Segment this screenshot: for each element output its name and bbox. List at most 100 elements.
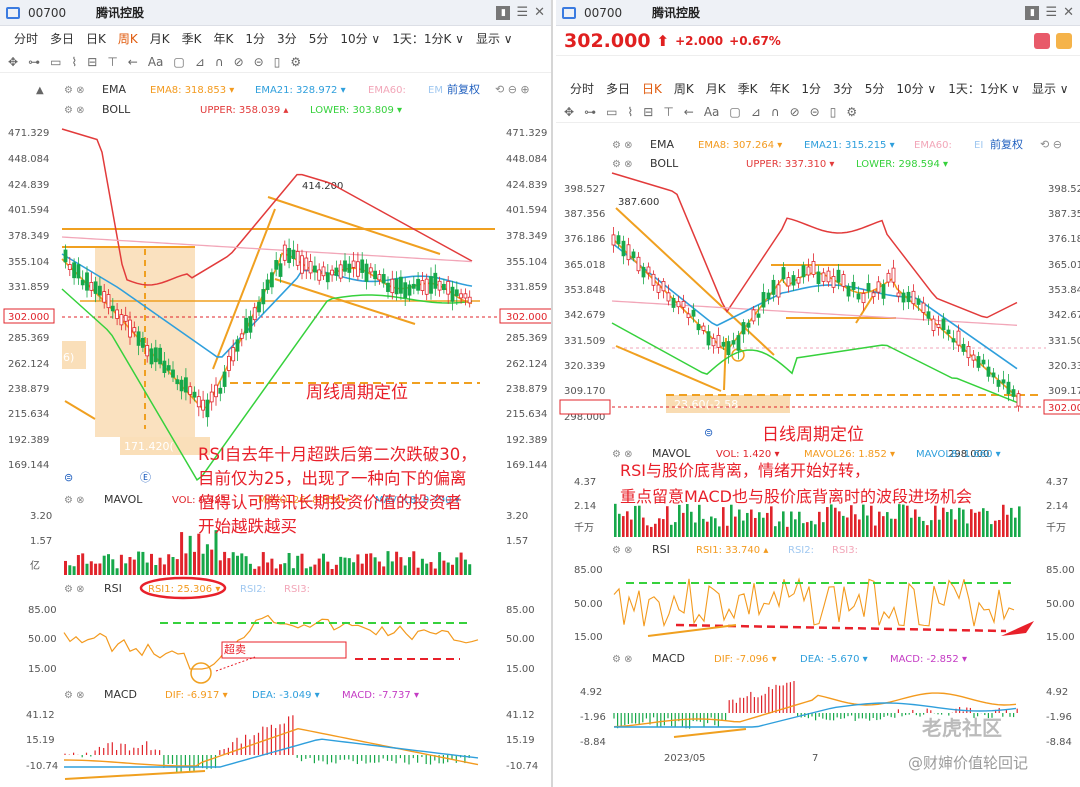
lock-icon[interactable]: ⊝	[253, 54, 264, 69]
candle-body	[906, 291, 911, 303]
volume-bar	[201, 553, 205, 575]
candle-body	[806, 266, 811, 276]
volume-bar	[180, 532, 184, 575]
close-icon[interactable]: ✕	[1063, 5, 1074, 20]
text-icon[interactable]: Aa	[703, 104, 720, 119]
period-tab[interactable]: 年K	[769, 82, 790, 96]
note-icon[interactable]: ▢	[173, 54, 185, 69]
hide-icon[interactable]: ⊘	[233, 54, 244, 69]
period-tab[interactable]: 5分	[308, 32, 329, 46]
wave-icon[interactable]: ⌇	[627, 104, 634, 119]
current-price-tag	[559, 399, 611, 415]
period-tab[interactable]: 10分 ∨	[896, 82, 937, 96]
volume-bar	[257, 566, 261, 575]
line-icon[interactable]: ⊶	[584, 104, 597, 119]
period-tab[interactable]: 周K	[673, 82, 694, 96]
period-tab[interactable]: 年K	[213, 32, 234, 46]
ruler-icon[interactable]: ⊤	[663, 104, 674, 119]
period-tab[interactable]: 1分	[245, 32, 266, 46]
magnet-icon[interactable]: ∩	[770, 104, 780, 119]
volume-bar	[115, 568, 119, 575]
volume-bar	[774, 526, 777, 537]
rect-icon[interactable]: ▭	[50, 54, 62, 69]
volume-bar	[790, 511, 793, 537]
measure-icon[interactable]: ⊿	[750, 104, 761, 119]
settings-icon[interactable]: ⚙	[846, 104, 858, 119]
menu-icon[interactable]: ☰	[1045, 5, 1058, 20]
rsi-tick: 50.00	[1046, 599, 1075, 610]
period-tab[interactable]: 周K	[117, 32, 138, 46]
rsi-chart: 85.00 85.00 50.00 50.00 15.00 15.00 超卖	[28, 605, 535, 684]
period-tab[interactable]: 季K	[737, 82, 758, 96]
settings-icon[interactable]: ⚙	[290, 54, 302, 69]
candle-body	[209, 391, 214, 403]
period-tab[interactable]: 显示 ∨	[475, 32, 513, 46]
period-tab[interactable]: 分时	[570, 82, 595, 96]
period-tab[interactable]: 3分	[833, 82, 853, 96]
period-tab[interactable]: 日K	[86, 32, 106, 46]
period-tab[interactable]: 5分	[864, 82, 885, 96]
period-tab[interactable]: 1天：1分K ∨	[392, 32, 464, 46]
wave-icon[interactable]: ⌇	[71, 54, 78, 69]
period-tab[interactable]: 日K	[642, 82, 662, 96]
close-icon[interactable]: ✕	[534, 5, 545, 20]
period-tab[interactable]: 1天：1分K ∨	[948, 82, 1020, 96]
candle-body	[721, 341, 726, 347]
arrow-icon[interactable]: ←	[127, 54, 138, 69]
period-tab[interactable]: 多日	[50, 32, 75, 46]
period-tab[interactable]: 分时	[14, 32, 39, 46]
magnet-icon[interactable]: ∩	[214, 54, 224, 69]
zoom-icons: ⟲ ⊖	[1040, 138, 1062, 151]
candle-body	[334, 267, 339, 276]
period-tab[interactable]: 月K	[149, 32, 170, 46]
ruler-icon[interactable]: ⊤	[107, 54, 118, 69]
period-tab[interactable]: 10分 ∨	[340, 32, 381, 46]
volume-bars: 3.20 3.20 1.57 1.57 亿	[30, 511, 528, 575]
measure-icon[interactable]: ⊿	[194, 54, 205, 69]
rect-icon[interactable]: ▭	[606, 104, 618, 119]
period-tab[interactable]: 1分	[801, 82, 822, 96]
weekly-chart-panel: 00700 腾讯控股 ▮ ☰ ✕ 分时 多日 日K 周K 月K 季K 年K 1分 3分 5分 10分…	[0, 0, 553, 787]
hide-icon[interactable]: ⊘	[789, 104, 800, 119]
candle-body	[338, 264, 343, 279]
menu-icon[interactable]: ☰	[516, 5, 529, 20]
volume-bar	[119, 554, 123, 575]
rsi-label: RSI	[104, 582, 122, 595]
period-tab[interactable]: 多日	[606, 82, 631, 96]
rsi3-value: RSI3:	[832, 545, 858, 556]
layout-icon[interactable]: ▮	[1025, 5, 1040, 20]
alert-icon[interactable]	[1056, 32, 1072, 49]
price-tick: 471.329	[8, 128, 49, 139]
period-tab[interactable]: 显示 ∨	[1031, 82, 1069, 96]
macd-tick: 4.92	[580, 687, 602, 698]
delete-icon[interactable]: ▯	[273, 54, 281, 69]
event-icon: Ⓔ	[140, 471, 151, 484]
period-tab[interactable]: 3分	[277, 32, 297, 46]
volume-bar	[782, 511, 785, 537]
candle-body	[106, 294, 111, 309]
line-icon[interactable]: ⊶	[28, 54, 41, 69]
period-tab[interactable]: 月K	[705, 82, 726, 96]
lock-icon[interactable]: ⊝	[809, 104, 820, 119]
fib-icon[interactable]: ⊟	[643, 104, 654, 119]
volume-bar	[982, 508, 985, 537]
candle-body	[381, 274, 386, 284]
fib-icon[interactable]: ⊟	[87, 54, 98, 69]
volume-bar	[802, 523, 805, 537]
layout-icon[interactable]: ▮	[496, 5, 511, 20]
volume-bar	[64, 560, 67, 575]
note-icon[interactable]: ▢	[729, 104, 741, 119]
volume-bar	[463, 559, 467, 575]
candle-body	[248, 316, 253, 333]
price-tick: 238.879	[8, 384, 49, 395]
favorite-icon[interactable]	[1034, 32, 1050, 49]
move-icon[interactable]: ✥	[564, 104, 575, 119]
text-icon[interactable]: Aa	[147, 54, 164, 69]
period-tab[interactable]: 季K	[181, 32, 202, 46]
up-arrow-icon: ⬆	[656, 31, 670, 50]
arrow-icon[interactable]: ←	[683, 104, 694, 119]
price-tick: 378.349	[506, 231, 547, 242]
move-icon[interactable]: ✥	[8, 54, 19, 69]
candle-body	[287, 248, 292, 263]
delete-icon[interactable]: ▯	[829, 104, 837, 119]
